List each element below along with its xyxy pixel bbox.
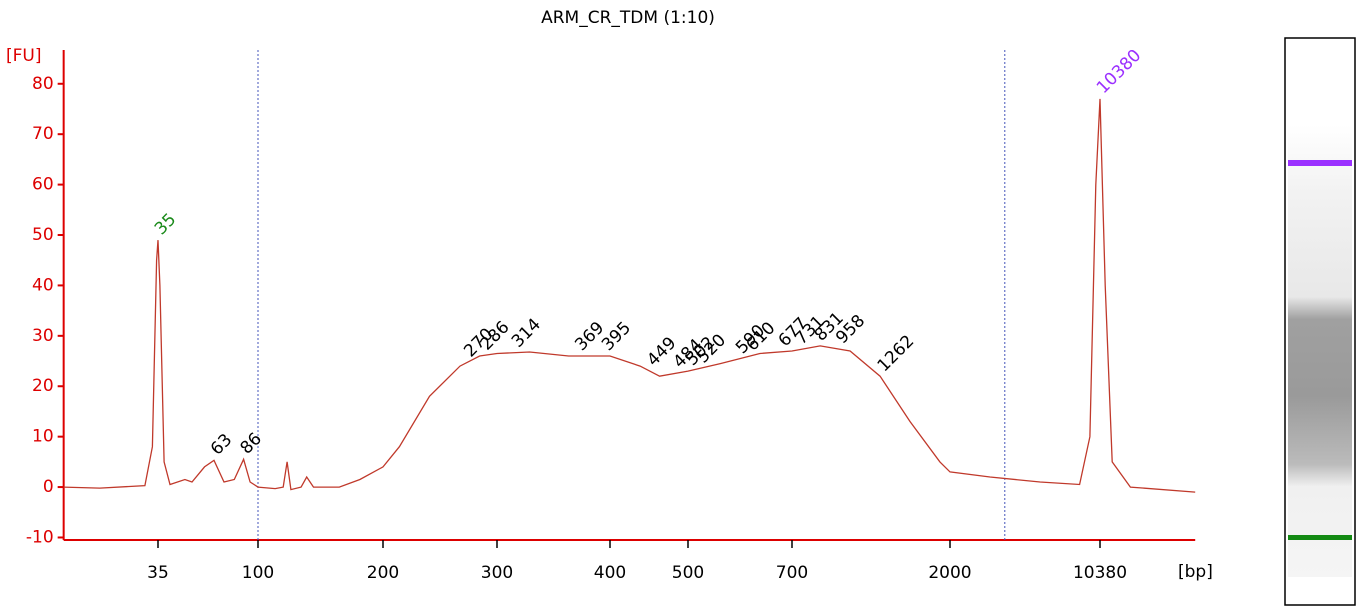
y-tick-label: 70	[32, 124, 54, 144]
x-axis-label: [bp]	[1178, 562, 1213, 582]
x-tick-label: 100	[242, 563, 274, 583]
trace-line	[63, 98, 1196, 493]
y-tick-label: 80	[32, 74, 54, 94]
x-tick-label: 500	[672, 563, 704, 583]
peak-label: 10380	[1093, 46, 1145, 98]
y-tick-label: 60	[32, 175, 54, 195]
x-tick-label: 300	[481, 563, 513, 583]
peak-label: 86	[237, 429, 266, 458]
peak-label: 395	[598, 318, 635, 355]
gel-band-lower	[1288, 535, 1352, 540]
y-tick-label: 30	[32, 326, 54, 346]
y-tick-label: 40	[32, 275, 54, 295]
gel-lane	[1288, 125, 1352, 577]
x-tick-label: 200	[367, 563, 399, 583]
peak-label: 314	[508, 315, 545, 352]
x-tick-label: 35	[147, 563, 169, 583]
y-axis-label: [FU]	[6, 46, 42, 66]
y-tick-label: 0	[43, 477, 54, 497]
gel-band-upper	[1288, 160, 1352, 166]
peak-label: 1262	[874, 331, 919, 376]
x-tick-label: 700	[776, 563, 808, 583]
x-tick-label: 10380	[1073, 563, 1127, 583]
y-tick-label: 50	[32, 225, 54, 245]
chart-title: ARM_CR_TDM (1:10)	[541, 8, 715, 28]
x-tick-label: 400	[594, 563, 626, 583]
peak-label: 63	[207, 430, 236, 459]
peak-label: 35	[151, 210, 180, 239]
y-tick-label: -10	[26, 527, 54, 547]
y-tick-label: 20	[32, 376, 54, 396]
y-tick-label: 10	[32, 427, 54, 447]
x-tick-label: 2000	[928, 563, 971, 583]
